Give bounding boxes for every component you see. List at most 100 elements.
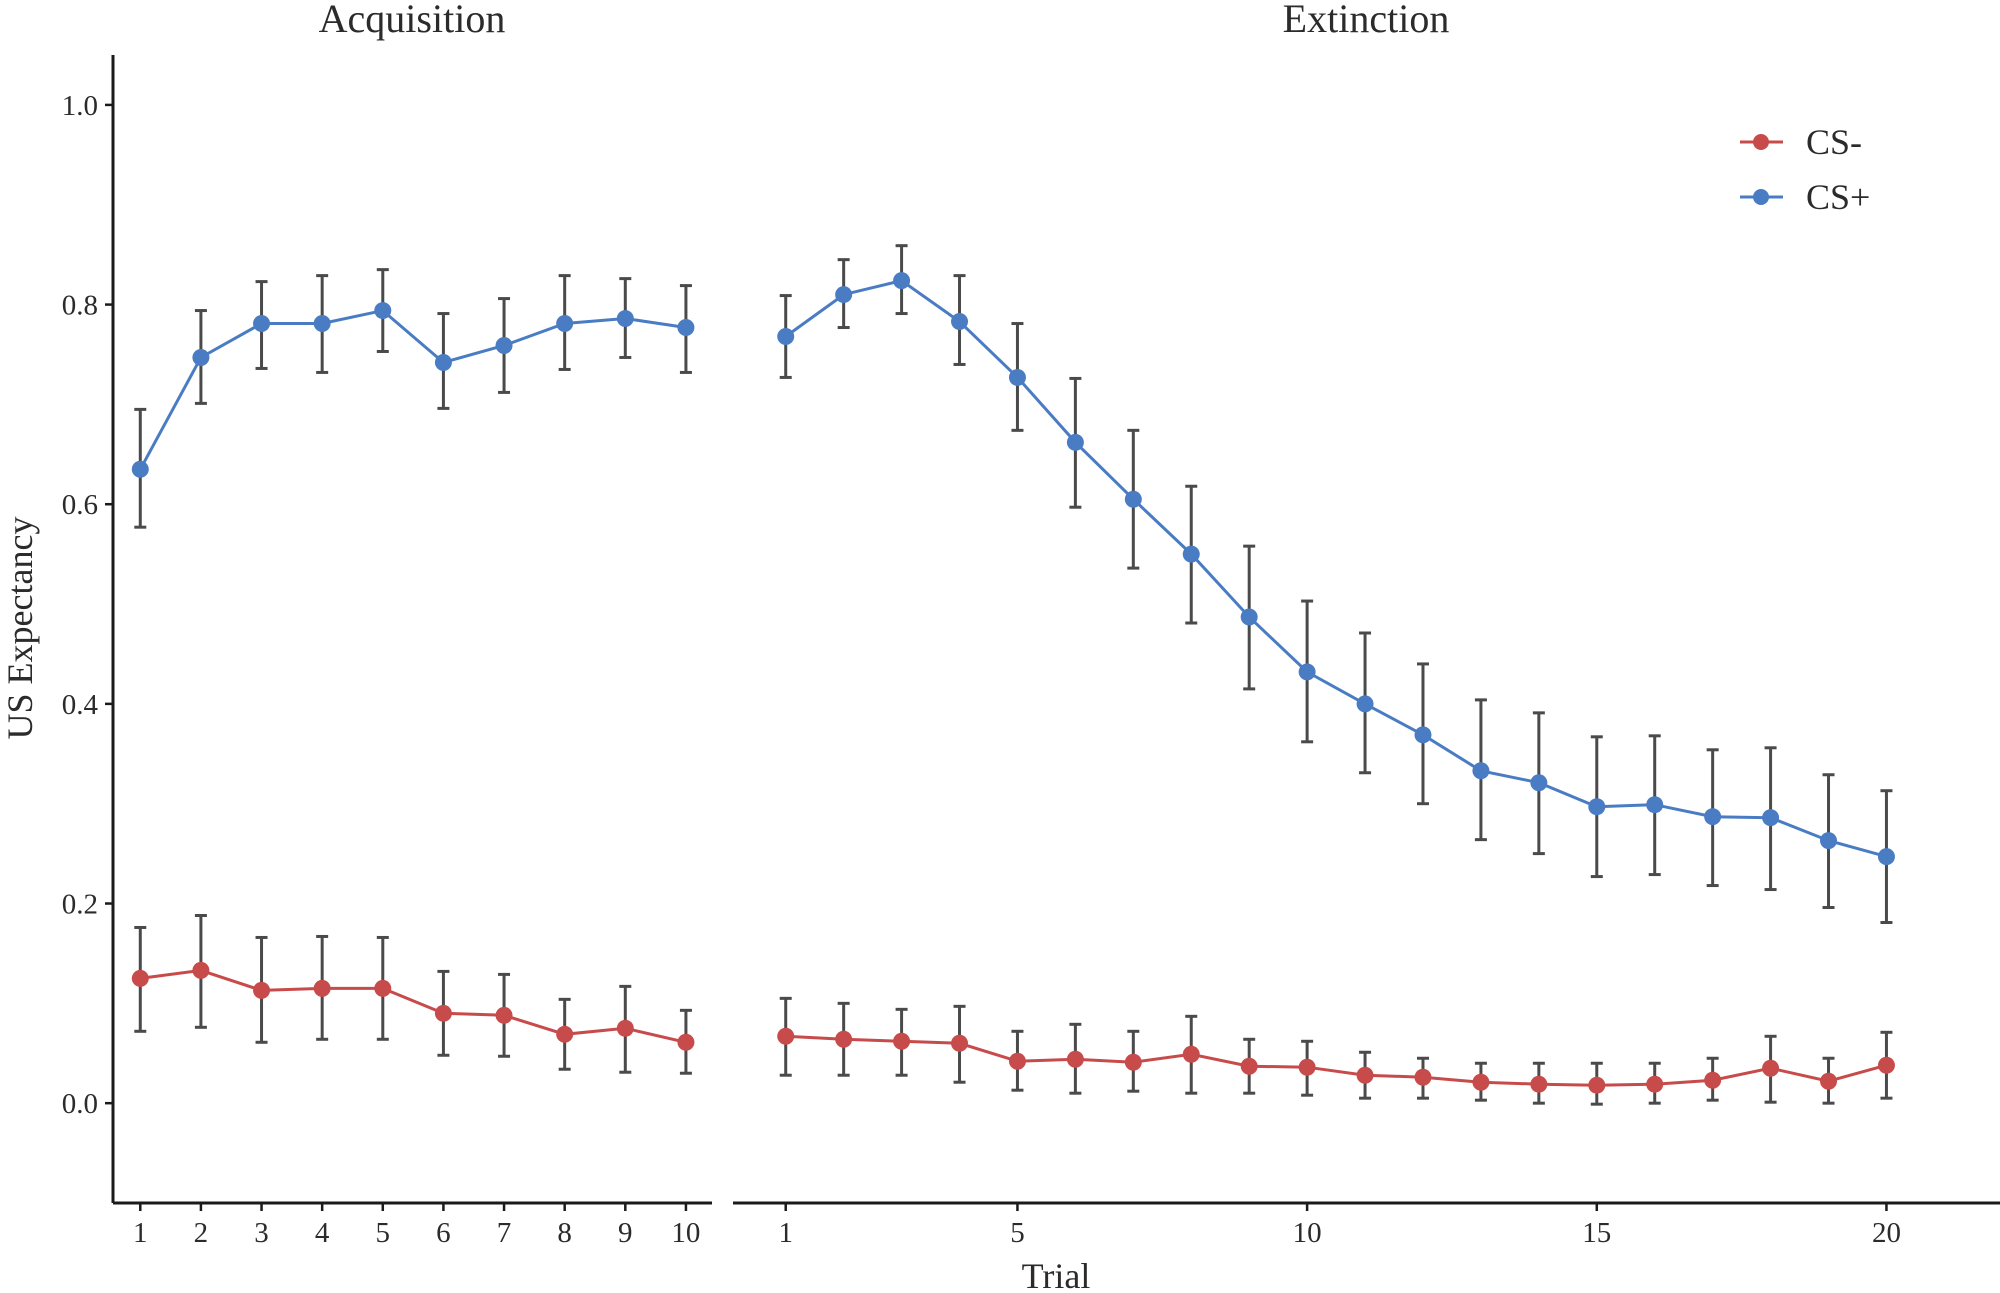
data-point-cs-minus bbox=[1704, 1071, 1722, 1089]
data-point-cs-minus bbox=[893, 1032, 911, 1050]
series-cs-minus bbox=[777, 996, 1895, 1106]
x-tick-label: 20 bbox=[1872, 1217, 1901, 1249]
data-point-cs-plus bbox=[556, 315, 574, 333]
data-point-cs-minus bbox=[1820, 1072, 1838, 1090]
y-tick-label: 0.0 bbox=[62, 1088, 98, 1120]
data-point-cs-minus bbox=[616, 1019, 634, 1037]
panel-extinction: 1 5 10 15 20 bbox=[733, 244, 2000, 1249]
x-tick-label: 8 bbox=[557, 1217, 572, 1249]
data-point-cs-minus bbox=[677, 1033, 695, 1051]
x-tick-label: 3 bbox=[254, 1217, 269, 1249]
data-point-cs-minus bbox=[253, 981, 271, 999]
data-point-cs-plus bbox=[1066, 433, 1084, 451]
legend-label-cs-plus: CS+ bbox=[1806, 177, 1870, 217]
data-point-cs-plus bbox=[1762, 809, 1780, 827]
data-point-cs-plus bbox=[374, 302, 392, 320]
data-point-cs-minus bbox=[835, 1030, 853, 1048]
x-tick-label: 15 bbox=[1582, 1217, 1611, 1249]
series-cs-plus bbox=[131, 268, 695, 529]
x-tick-label: 10 bbox=[671, 1217, 700, 1249]
y-tick-label: 1.0 bbox=[62, 90, 98, 122]
data-point-cs-minus bbox=[1530, 1075, 1548, 1093]
data-point-cs-minus bbox=[777, 1027, 795, 1045]
x-tick-label: 1 bbox=[778, 1217, 793, 1249]
data-point-cs-minus bbox=[131, 969, 149, 987]
data-point-cs-plus bbox=[1646, 796, 1664, 814]
data-point-cs-plus bbox=[1820, 832, 1838, 850]
data-point-cs-plus bbox=[313, 315, 331, 333]
data-point-cs-plus bbox=[777, 328, 795, 346]
series-line-cs-minus bbox=[140, 968, 687, 1044]
data-point-cs-minus bbox=[556, 1025, 574, 1043]
data-point-cs-minus bbox=[1877, 1056, 1895, 1074]
data-point-cs-plus bbox=[951, 313, 969, 331]
data-point-cs-minus bbox=[1646, 1075, 1664, 1093]
legend-marker-cs-minus bbox=[1753, 134, 1769, 150]
data-point-cs-plus bbox=[131, 460, 149, 478]
panel-title-extinction: Extinction bbox=[1283, 0, 1450, 41]
data-point-cs-plus bbox=[1124, 490, 1142, 508]
series-line-cs-plus bbox=[784, 278, 1887, 859]
x-tick-label: 9 bbox=[618, 1217, 633, 1249]
y-tick-label: 0.8 bbox=[62, 290, 98, 322]
data-point-cs-minus bbox=[434, 1004, 452, 1022]
data-point-cs-minus bbox=[192, 961, 210, 979]
x-tick-label: 6 bbox=[436, 1217, 451, 1249]
data-point-cs-minus bbox=[1008, 1052, 1026, 1070]
series-cs-plus bbox=[777, 244, 1895, 924]
data-point-cs-minus bbox=[1066, 1050, 1084, 1068]
y-axis-title: US Expectancy bbox=[0, 517, 40, 740]
data-point-cs-plus bbox=[616, 310, 634, 328]
x-tick-label: 10 bbox=[1293, 1217, 1322, 1249]
panel-acquisition: 1 2 3 4 5 6 7 8 9 10 bbox=[113, 268, 712, 1249]
y-tick-label: 0.4 bbox=[62, 689, 99, 721]
data-point-cs-minus bbox=[1124, 1053, 1142, 1071]
data-point-cs-plus bbox=[1704, 808, 1722, 826]
x-tick-label: 5 bbox=[376, 1217, 391, 1249]
legend: CS- CS+ bbox=[1740, 122, 1870, 217]
data-point-cs-plus bbox=[1414, 726, 1432, 744]
legend-label-cs-minus: CS- bbox=[1806, 122, 1862, 162]
y-tick-label: 0.6 bbox=[62, 489, 98, 521]
data-point-cs-plus bbox=[1530, 774, 1548, 792]
data-point-cs-plus bbox=[192, 348, 210, 366]
data-point-cs-minus bbox=[1762, 1059, 1780, 1077]
data-point-cs-plus bbox=[1877, 848, 1895, 866]
series-cs-minus bbox=[131, 914, 695, 1075]
data-point-cs-minus bbox=[1298, 1058, 1316, 1076]
x-axis-title: Trial bbox=[1022, 1256, 1091, 1293]
data-point-cs-plus bbox=[1356, 695, 1374, 713]
data-point-cs-minus bbox=[495, 1006, 513, 1024]
data-point-cs-plus bbox=[253, 315, 271, 333]
data-point-cs-minus bbox=[1588, 1076, 1606, 1094]
x-tick-label: 5 bbox=[1010, 1217, 1025, 1249]
series-line-cs-plus bbox=[138, 308, 687, 471]
data-point-cs-plus bbox=[434, 353, 452, 371]
x-tick-label: 7 bbox=[497, 1217, 512, 1249]
legend-item-cs-plus: CS+ bbox=[1740, 177, 1870, 217]
data-point-cs-plus bbox=[1472, 762, 1490, 780]
data-point-cs-minus bbox=[1414, 1068, 1432, 1086]
legend-marker-cs-plus bbox=[1753, 189, 1769, 205]
panel-title-acquisition: Acquisition bbox=[319, 0, 506, 41]
data-point-cs-minus bbox=[1240, 1057, 1258, 1075]
data-point-cs-minus bbox=[1356, 1066, 1374, 1084]
y-axis: 0.0 0.2 0.4 0.6 0.8 1.0 bbox=[62, 55, 115, 1203]
data-point-cs-plus bbox=[1008, 368, 1026, 386]
data-point-cs-plus bbox=[1588, 798, 1606, 816]
data-point-cs-plus bbox=[835, 286, 853, 304]
data-point-cs-plus bbox=[495, 336, 513, 354]
data-point-cs-plus bbox=[1240, 608, 1258, 626]
data-point-cs-plus bbox=[1182, 545, 1200, 563]
data-point-cs-plus bbox=[893, 272, 911, 290]
data-point-cs-minus bbox=[374, 979, 392, 997]
data-point-cs-minus bbox=[951, 1034, 969, 1052]
x-tick-label: 2 bbox=[194, 1217, 209, 1249]
legend-item-cs-minus: CS- bbox=[1740, 122, 1862, 162]
data-point-cs-plus bbox=[1298, 663, 1316, 681]
data-point-cs-minus bbox=[1182, 1045, 1200, 1063]
data-point-cs-minus bbox=[313, 979, 331, 997]
series-line-cs-minus bbox=[785, 1034, 1887, 1087]
data-point-cs-minus bbox=[1472, 1073, 1490, 1091]
